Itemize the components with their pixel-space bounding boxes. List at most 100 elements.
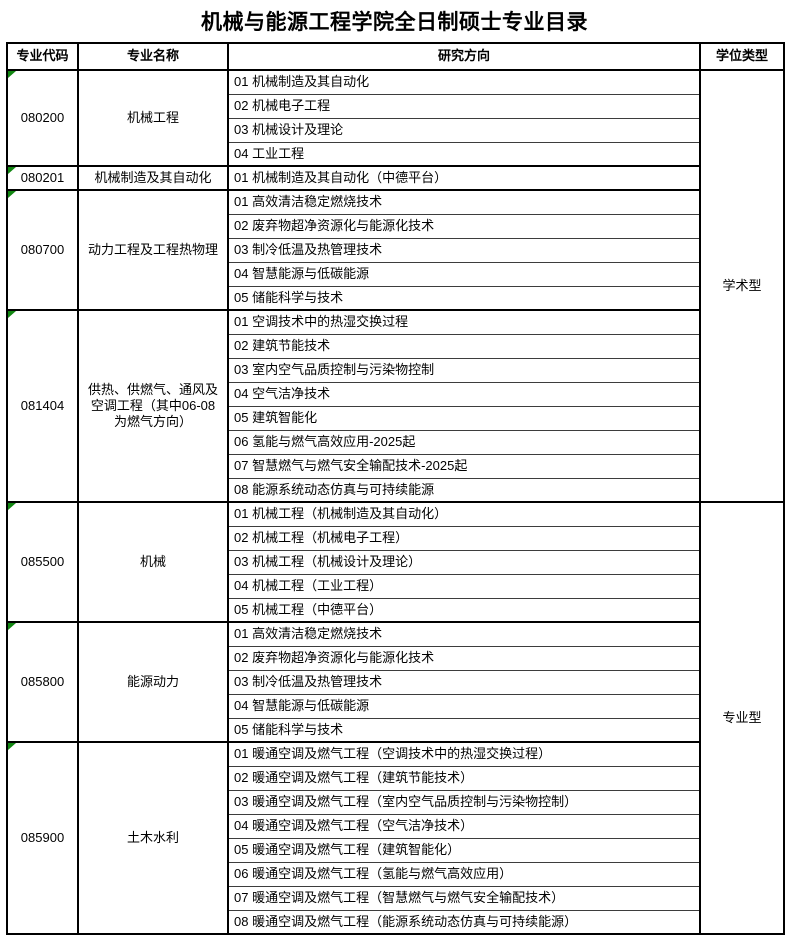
direction-row: 04 智慧能源与低碳能源: [7, 261, 784, 287]
research-direction-cell: 01 空调技术中的热湿交换过程: [227, 309, 701, 335]
direction-row: 07 暖通空调及燃气工程（智慧燃气与燃气安全输配技术）: [7, 885, 784, 911]
direction-row: 080200 机械工程 01 机械制造及其自动化 学术型: [6, 69, 785, 503]
major-name-cell: 能源动力: [77, 621, 229, 743]
research-direction-cell: 02 废弃物超净资源化与能源化技术: [227, 213, 701, 239]
cell-comment-marker-icon: [9, 72, 16, 78]
cell-comment-marker-icon: [9, 168, 16, 174]
direction-row: 080700 动力工程及工程热物理 01 高效清洁稳定燃烧技术: [6, 189, 784, 311]
major-code-cell: 080700: [6, 189, 79, 311]
direction-row: 03 制冷低温及热管理技术: [7, 669, 784, 695]
page-title: 机械与能源工程学院全日制硕士专业目录: [201, 11, 588, 34]
direction-row: 05 储能科学与技术: [7, 285, 784, 311]
research-direction-cell: 05 储能科学与技术: [227, 717, 701, 743]
degree-type-cell: 学术型: [699, 69, 785, 503]
direction-row: 085500 机械 01 机械工程（机械制造及其自动化） 专业型: [6, 501, 785, 935]
research-direction-cell: 05 机械工程（中德平台）: [227, 597, 701, 623]
research-direction-cell: 06 氢能与燃气高效应用-2025起: [227, 429, 701, 455]
research-direction-cell: 05 建筑智能化: [227, 405, 701, 431]
research-direction-cell: 01 高效清洁稳定燃烧技术: [227, 189, 701, 215]
research-direction-cell: 02 暖通空调及燃气工程（建筑节能技术）: [227, 765, 701, 791]
research-direction-cell: 01 机械制造及其自动化: [227, 69, 701, 95]
research-direction-cell: 02 废弃物超净资源化与能源化技术: [227, 645, 701, 671]
major-code-text: 080201: [20, 169, 65, 185]
major-name-cell: 供热、供燃气、通风及空调工程（其中06-08为燃气方向）: [77, 309, 229, 503]
research-direction-cell: 01 机械工程（机械制造及其自动化）: [227, 501, 701, 527]
major-name-cell: 机械制造及其自动化: [77, 165, 229, 191]
cell-comment-marker-icon: [9, 624, 16, 630]
major-code-cell: 080200: [6, 69, 79, 167]
major-code-cell: 081404: [6, 309, 79, 503]
major-code-text: 085800: [20, 673, 65, 689]
major-name-cell: 机械: [77, 501, 229, 623]
direction-row: 02 废弃物超净资源化与能源化技术: [7, 213, 784, 239]
research-direction-cell: 04 智慧能源与低碳能源: [227, 261, 701, 287]
research-direction-cell: 01 高效清洁稳定燃烧技术: [227, 621, 701, 647]
direction-row: 05 建筑智能化: [7, 405, 784, 431]
cell-comment-marker-icon: [9, 744, 16, 750]
research-direction-cell: 06 暖通空调及燃气工程（氢能与燃气高效应用）: [227, 861, 701, 887]
cell-comment-marker-icon: [9, 312, 16, 318]
research-direction-cell: 04 工业工程: [227, 141, 701, 167]
direction-row: 03 机械工程（机械设计及理论）: [7, 549, 784, 575]
research-direction-cell: 04 空气洁净技术: [227, 381, 701, 407]
major-name-cell: 土木水利: [77, 741, 229, 935]
direction-row: 03 机械设计及理论: [7, 117, 784, 143]
major-code-text: 080700: [20, 241, 65, 257]
direction-row: 02 机械电子工程: [7, 93, 784, 119]
research-direction-cell: 03 机械设计及理论: [227, 117, 701, 143]
research-direction-cell: 01 暖通空调及燃气工程（空调技术中的热湿交换过程）: [227, 741, 701, 767]
direction-row: 04 智慧能源与低碳能源: [7, 693, 784, 719]
direction-row: 081404 供热、供燃气、通风及空调工程（其中06-08为燃气方向） 01 空调技…: [6, 309, 784, 503]
major-code-cell: 085500: [6, 501, 79, 623]
direction-row: 07 智慧燃气与燃气安全输配技术-2025起: [7, 453, 784, 479]
col-header-major-code: 专业代码: [6, 42, 79, 71]
research-direction-cell: 01 机械制造及其自动化（中德平台）: [227, 165, 701, 191]
research-direction-cell: 02 建筑节能技术: [227, 333, 701, 359]
research-direction-cell: 04 智慧能源与低碳能源: [227, 693, 701, 719]
research-direction-cell: 03 机械工程（机械设计及理论）: [227, 549, 701, 575]
col-header-degree-type: 学位类型: [699, 42, 785, 71]
research-direction-cell: 05 储能科学与技术: [227, 285, 701, 311]
cell-comment-marker-icon: [9, 192, 16, 198]
direction-row: 08 暖通空调及燃气工程（能源系统动态仿真与可持续能源）: [7, 909, 784, 935]
direction-row: 02 机械工程（机械电子工程）: [7, 525, 784, 551]
direction-row: 04 空气洁净技术: [7, 381, 784, 407]
major-code-text: 080200: [20, 109, 65, 125]
header-row: 专业代码 专业名称 研究方向 学位类型: [6, 42, 785, 71]
direction-row: 085900 土木水利 01 暖通空调及燃气工程（空调技术中的热湿交换过程）: [6, 741, 784, 935]
major-code-text: 081404: [20, 397, 65, 413]
direction-row: 04 暖通空调及燃气工程（空气洁净技术）: [7, 813, 784, 839]
major-code-cell: 085900: [6, 741, 79, 935]
direction-row: 06 氢能与燃气高效应用-2025起: [7, 429, 784, 455]
research-direction-cell: 02 机械电子工程: [227, 93, 701, 119]
research-direction-cell: 03 制冷低温及热管理技术: [227, 237, 701, 263]
research-direction-cell: 03 暖通空调及燃气工程（室内空气品质控制与污染物控制）: [227, 789, 701, 815]
col-header-major-name: 专业名称: [77, 42, 229, 71]
research-direction-cell: 07 暖通空调及燃气工程（智慧燃气与燃气安全输配技术）: [227, 885, 701, 911]
research-direction-cell: 05 暖通空调及燃气工程（建筑智能化）: [227, 837, 701, 863]
major-code-text: 085900: [20, 829, 65, 845]
cell-comment-marker-icon: [9, 504, 16, 510]
major-code-cell: 080201: [6, 165, 79, 191]
research-direction-cell: 02 机械工程（机械电子工程）: [227, 525, 701, 551]
direction-row: 05 暖通空调及燃气工程（建筑智能化）: [7, 837, 784, 863]
direction-row: 080201 机械制造及其自动化 01 机械制造及其自动化（中德平台）: [6, 165, 784, 191]
direction-row: 02 建筑节能技术: [7, 333, 784, 359]
direction-row: 03 暖通空调及燃气工程（室内空气品质控制与污染物控制）: [7, 789, 784, 815]
catalog-header: 专业代码 专业名称 研究方向 学位类型: [6, 42, 785, 71]
major-code-text: 085500: [20, 553, 65, 569]
catalog-table: 专业代码 专业名称 研究方向 学位类型 080200 机械工程 01 机械制造及其自…: [6, 42, 785, 935]
col-header-research-direction: 研究方向: [227, 42, 701, 71]
direction-row: 04 机械工程（工业工程）: [7, 573, 784, 599]
research-direction-cell: 08 暖通空调及燃气工程（能源系统动态仿真与可持续能源）: [227, 909, 701, 935]
direction-row: 03 室内空气品质控制与污染物控制: [7, 357, 784, 383]
direction-row: 085800 能源动力 01 高效清洁稳定燃烧技术: [6, 621, 784, 743]
direction-row: 06 暖通空调及燃气工程（氢能与燃气高效应用）: [7, 861, 784, 887]
major-code-cell: 085800: [6, 621, 79, 743]
major-name-cell: 机械工程: [77, 69, 229, 167]
catalog-body: 080200 机械工程 01 机械制造及其自动化 学术型 02 机械电子工程 03 机械设…: [6, 69, 785, 935]
research-direction-cell: 04 机械工程（工业工程）: [227, 573, 701, 599]
degree-type-cell: 专业型: [699, 501, 785, 935]
research-direction-cell: 03 室内空气品质控制与污染物控制: [227, 357, 701, 383]
research-direction-cell: 04 暖通空调及燃气工程（空气洁净技术）: [227, 813, 701, 839]
